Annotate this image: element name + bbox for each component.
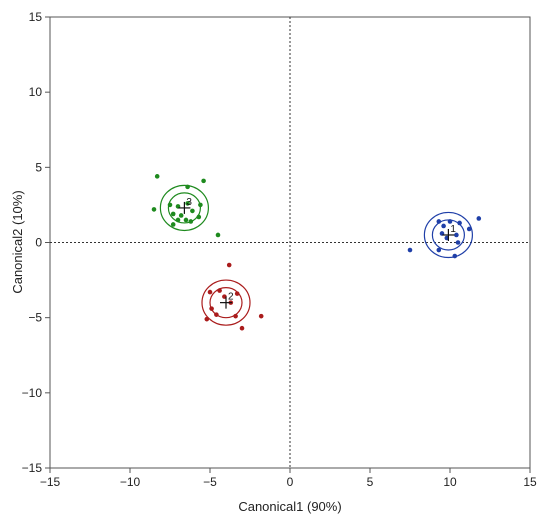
data-point [407,247,413,253]
data-point [185,201,190,206]
mean-label: 3 [186,197,192,208]
data-point [151,207,157,212]
data-point [476,216,482,221]
data-point [226,262,232,268]
x-axis: −15 −10 −5 0 5 10 15 [40,468,537,489]
data-point [234,291,240,296]
data-point [178,213,184,218]
y-axis: −15 −10 −5 0 5 10 15 [22,10,50,475]
mean-label: 2 [228,292,234,303]
y-tick-label: −10 [22,386,43,400]
data-point [447,219,453,224]
x-tick-label: −5 [203,475,217,489]
confidence-circle [167,192,201,224]
data-point [214,312,219,317]
mean-label: 1 [450,224,456,235]
x-tick-label: 5 [367,475,374,489]
confidence-circle [423,211,473,259]
data-point [170,211,176,217]
series-group-2: 2 [201,262,264,331]
data-point [239,325,245,331]
series-group-1: 1 [407,211,482,259]
y-tick-label: −5 [28,311,42,325]
data-point [207,289,213,295]
series-group-3: 3 [151,174,221,238]
x-tick-label: 15 [523,475,537,489]
data-point [170,222,176,227]
data-point [455,240,461,245]
confidence-circle [201,279,251,326]
x-tick-label: 10 [443,475,457,489]
series-layer: 3 2 1 [151,174,482,331]
y-axis-title: Canonical2 (10%) [10,190,25,293]
data-point [454,232,459,238]
y-tick-label: 15 [29,10,43,24]
data-point [196,214,202,220]
data-point [258,313,264,319]
y-tick-label: 0 [35,236,42,250]
data-point [175,217,181,223]
data-point [217,288,222,293]
data-point [457,220,462,226]
data-point [188,219,194,224]
x-tick-label: −15 [40,475,61,489]
x-tick-label: 0 [287,475,294,489]
data-point [185,184,190,190]
confidence-circle [209,287,243,319]
y-tick-label: 5 [35,160,42,174]
y-tick-label: 10 [29,85,43,99]
data-point [466,226,472,232]
data-point [201,178,206,184]
confidence-circle [159,184,209,232]
data-point [215,232,221,238]
x-axis-title: Canonical1 (90%) [238,499,341,514]
data-point [452,253,458,259]
data-point [154,174,160,179]
y-tick-label: −15 [22,461,43,475]
data-point [167,202,173,208]
data-point [436,247,442,253]
data-point [183,217,189,223]
x-tick-label: −10 [120,475,141,489]
data-point [441,223,446,229]
data-point [436,219,442,224]
data-point [204,316,210,322]
data-point [198,202,203,208]
data-point [190,208,195,214]
reference-lines [50,17,530,468]
data-point [209,306,214,311]
data-point [233,313,238,319]
